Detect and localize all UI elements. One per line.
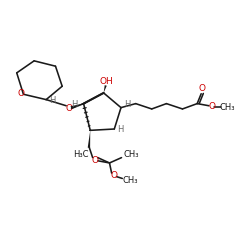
Text: O: O [18,89,25,98]
Text: O: O [65,104,72,114]
Text: H: H [49,96,55,106]
Text: O: O [92,156,99,165]
Polygon shape [70,104,84,109]
Text: O: O [199,84,206,93]
Text: OH: OH [100,77,113,86]
Text: CH₃: CH₃ [124,150,140,159]
Text: CH₃: CH₃ [122,176,138,185]
Text: H: H [71,100,78,110]
Polygon shape [88,130,90,148]
Text: O: O [208,102,215,111]
Text: CH₃: CH₃ [219,103,235,112]
Text: H: H [124,100,130,109]
Text: H₃C: H₃C [74,150,89,159]
Text: O: O [110,171,117,180]
Text: H: H [117,125,123,134]
Polygon shape [104,85,107,93]
